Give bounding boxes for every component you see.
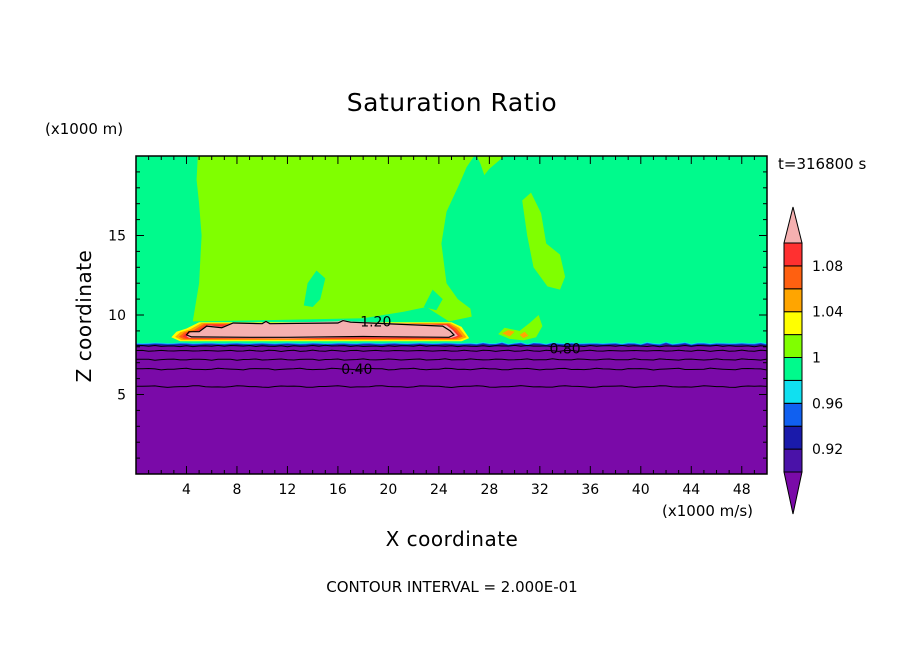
colorbar-swatch: [783, 357, 803, 381]
colorbar-tick-label: 1: [812, 351, 821, 367]
contour-line-0.40: [136, 367, 767, 371]
time-label: t=316800 s: [778, 155, 867, 173]
contour-line: [136, 385, 767, 389]
x-tick-label: 44: [682, 482, 700, 498]
colorbar-tick-label: 1.08: [812, 259, 843, 275]
colorbar-tick-label: 0.96: [812, 396, 843, 412]
contour-line-0.80: [136, 349, 767, 353]
y-tick-label: 5: [117, 388, 126, 404]
region-0.98-1.00: [423, 289, 443, 311]
y-tick-label: 15: [108, 229, 126, 245]
colorbar-swatch: [783, 311, 803, 336]
contour-field: 1.20 0.80 0.40: [136, 156, 767, 474]
region-under-0.90: [136, 344, 767, 474]
x-tick-label: 12: [279, 482, 297, 498]
x-axis-label: X coordinate: [385, 527, 519, 551]
x-tick-label: 36: [581, 482, 599, 498]
colorbar-swatch: [783, 265, 803, 290]
colorbar-swatch: [783, 288, 803, 313]
region-1.00-1.02: [522, 192, 566, 290]
y-axis-unit: (x1000 m): [45, 120, 124, 138]
x-tick-label: 48: [733, 482, 751, 498]
colorbar-swatch: [783, 425, 803, 450]
contour-line-1.20: [185, 319, 456, 338]
region-1.04-1.06: [502, 330, 515, 337]
contour-interval-note: CONTOUR INTERVAL = 2.000E-01: [326, 578, 578, 596]
region-over-1.10: [186, 319, 458, 339]
x-axis-unit: (x1000 m/s): [662, 502, 754, 520]
contour-label: 0.40: [341, 362, 372, 378]
colorbar-swatch: [783, 402, 803, 427]
colorbar-swatch: [783, 242, 803, 267]
contour-label: 1.20: [360, 314, 391, 330]
x-tick-label: 40: [632, 482, 650, 498]
contour-line: [136, 344, 767, 348]
x-tick-label: 32: [531, 482, 549, 498]
colorbar-swatch: [783, 334, 803, 359]
x-tick-label: 16: [329, 482, 347, 498]
colorbar-tick-label: 0.92: [812, 442, 843, 458]
colorbar-swatch: [783, 379, 803, 404]
x-tick-label: 28: [480, 482, 498, 498]
region-1.00-1.02: [192, 156, 475, 322]
chart-title: Saturation Ratio: [346, 88, 558, 117]
colorbar-over-arrow: [783, 206, 803, 244]
x-tick-label: 24: [430, 482, 448, 498]
colorbar-under-arrow: [783, 471, 803, 515]
y-tick-label: 10: [108, 308, 126, 324]
colorbar-swatch: [783, 448, 803, 473]
contour-label: 0.80: [549, 341, 580, 357]
colorbar-tick-label: 1.04: [812, 305, 843, 321]
x-tick-label: 4: [182, 482, 191, 498]
contour-line: [136, 358, 767, 361]
x-tick-label: 8: [232, 482, 241, 498]
region-0.98-1.00: [303, 270, 326, 307]
region-1.00-1.02: [476, 156, 505, 176]
region-1.04-1.06: [519, 331, 529, 339]
x-tick-label: 20: [379, 482, 397, 498]
